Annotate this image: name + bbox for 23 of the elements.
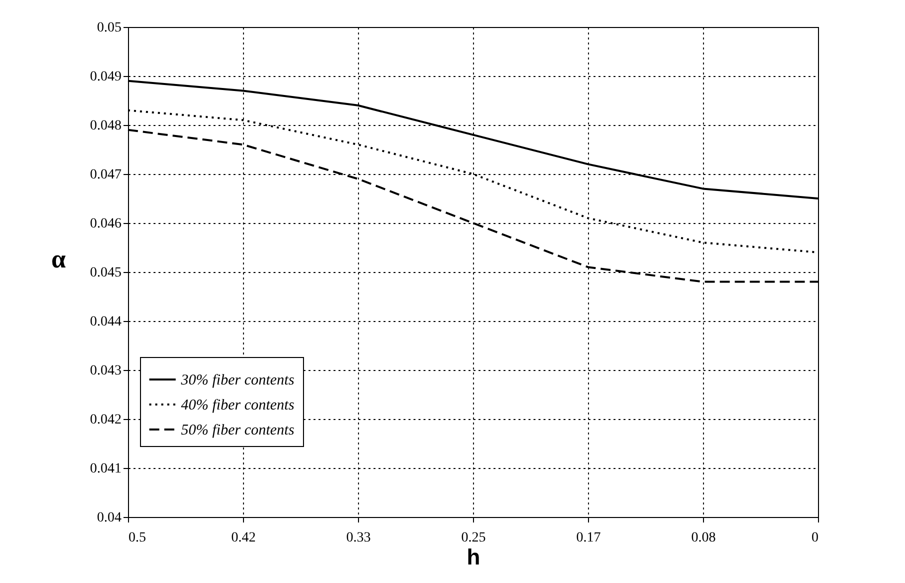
- x-tick-label: 0.5: [128, 530, 146, 546]
- y-tick-label: 0.047: [90, 168, 122, 182]
- legend-label: 30% fiber contents: [180, 372, 294, 388]
- legend-label: 50% fiber contents: [181, 422, 294, 438]
- y-tick-label: 0.041: [90, 462, 122, 476]
- y-tick-label: 0.049: [90, 70, 122, 84]
- y-tick-label: 0.04: [97, 510, 122, 526]
- y-tick-label: 0.05: [97, 20, 122, 36]
- y-axis-title: α: [51, 244, 66, 274]
- y-tick-label: 0.043: [90, 364, 122, 378]
- x-tick-label: 0.17: [576, 530, 601, 546]
- x-tick-label: 0.33: [346, 530, 371, 546]
- x-tick-label: 0: [812, 530, 818, 546]
- x-axis-title: h: [466, 544, 480, 570]
- y-tick-label: 0.042: [90, 412, 122, 428]
- x-tick-label: 0.08: [691, 530, 716, 546]
- y-tick-label: 0.044: [90, 314, 122, 330]
- y-tick-label: 0.046: [90, 216, 122, 232]
- x-tick-label: 0.42: [231, 530, 256, 546]
- legend-label: 40% fiber contents: [181, 398, 294, 414]
- y-tick-label: 0.045: [90, 266, 122, 280]
- y-tick-label: 0.048: [90, 118, 122, 134]
- x-tick-label: 0.25: [461, 530, 486, 546]
